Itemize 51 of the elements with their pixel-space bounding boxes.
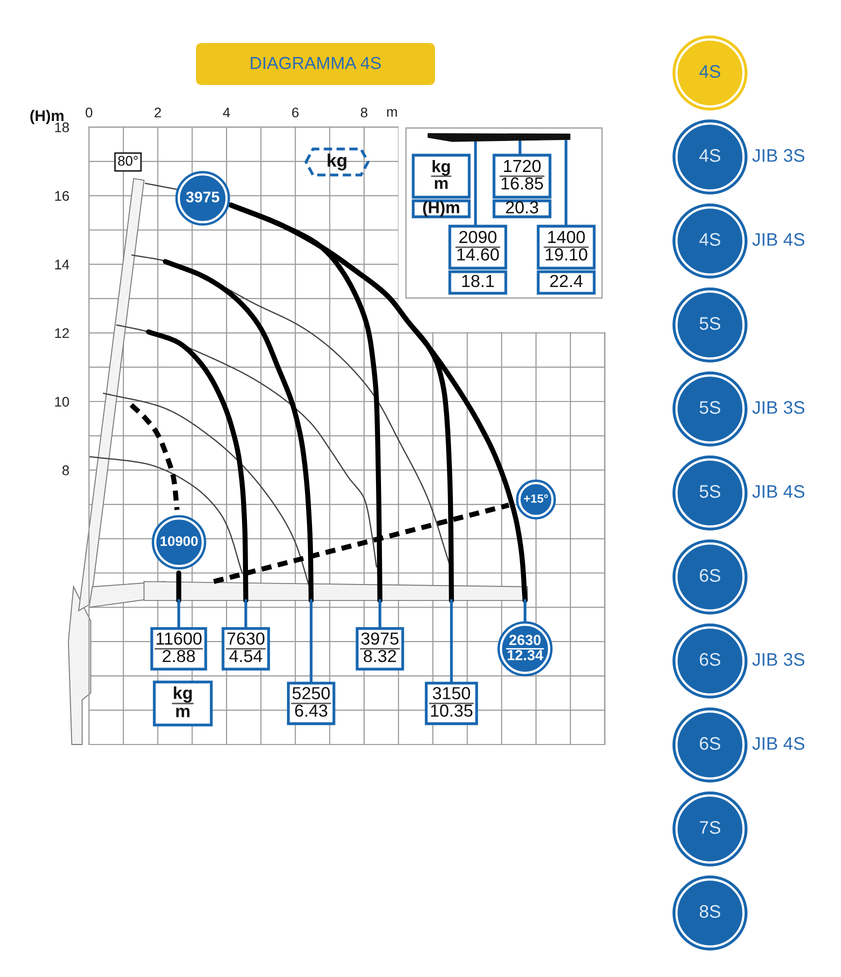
annotation: kg m <box>432 160 450 189</box>
series-label: +15° <box>524 494 548 503</box>
text: 6S <box>700 569 720 582</box>
y-tick-label: 12 <box>55 328 69 338</box>
text: JIB 4S <box>752 485 804 498</box>
annotation: 3975 <box>186 192 220 202</box>
y-axis-title: (H)m <box>30 110 64 124</box>
annotation: 5250 6.43 <box>292 687 330 717</box>
text: 8S <box>700 905 720 918</box>
annotation: kg m <box>174 686 192 718</box>
text: JIB 4S <box>752 233 804 246</box>
annotation: 2090 14.60 <box>457 230 499 261</box>
annotation: 20.3 <box>506 201 538 214</box>
annotation: 18.1 <box>462 274 494 288</box>
text: 4S <box>699 65 720 78</box>
y-tick-label: 14 <box>55 260 70 270</box>
x-tick-label: 4 <box>223 108 230 118</box>
text: 4S <box>699 149 720 162</box>
text: JIB 3S <box>752 401 804 414</box>
y-tick-label: 10 <box>55 396 70 407</box>
annotation: 11600 2.88 <box>156 632 202 662</box>
annotation: 2630 12.34 <box>508 634 544 660</box>
text: 5S <box>700 401 720 414</box>
annotation: 1720 16.85 <box>502 160 543 190</box>
annotation: kg <box>328 154 346 170</box>
x-axis-title: m <box>387 109 397 117</box>
text: 7S <box>700 821 720 834</box>
text: 5S <box>700 485 720 498</box>
y-tick-label: 18 <box>55 122 69 132</box>
x-tick-label: 8 <box>360 108 368 118</box>
annotation: 3975 8.32 <box>361 632 398 662</box>
annotation: 22.4 <box>550 274 583 287</box>
text: 5S <box>700 317 720 330</box>
text: 6S <box>700 737 720 750</box>
x-tick-label: 6 <box>292 108 299 118</box>
x-tick-label: 2 <box>154 108 161 118</box>
text: 4S <box>699 233 720 246</box>
y-tick-label: 16 <box>55 191 69 201</box>
annotation: 7630 4.54 <box>227 632 264 662</box>
text: JIB 3S <box>752 653 804 666</box>
annotation: 1400 19.10 <box>546 230 588 261</box>
y-tick-label: 8 <box>62 465 69 476</box>
annotation: 80° <box>118 156 138 166</box>
chart-title: DIAGRAMMA 4S <box>250 56 381 70</box>
x-tick-label: 0 <box>86 108 92 118</box>
annotation: 3150 10.35 <box>431 687 472 717</box>
text: JIB 4S <box>752 737 804 750</box>
annotation: (H)m <box>423 201 460 217</box>
text: JIB 3S <box>752 149 804 162</box>
annotation: 10900 <box>160 536 198 546</box>
text: 6S <box>700 653 720 666</box>
